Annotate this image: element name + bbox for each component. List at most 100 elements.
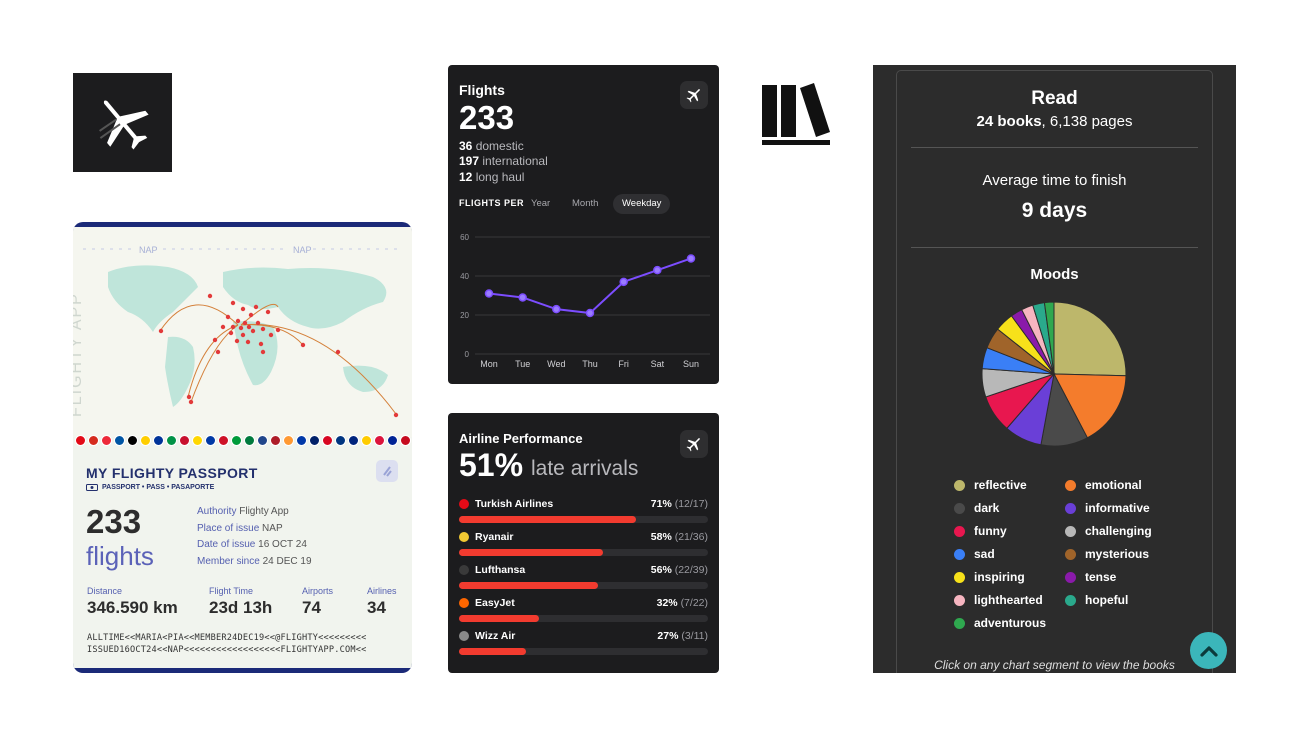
mrz-line-1: ALLTIME<<MARIA<PIA<<MEMBER24DEC19<<@FLIG…: [87, 633, 367, 643]
data-point: [619, 277, 628, 287]
moods-title: Moods: [1030, 266, 1079, 283]
legend-swatch: [1065, 525, 1076, 537]
date-value: 16 OCT 24: [258, 539, 307, 550]
legend-item-sad[interactable]: sad: [954, 547, 995, 561]
passport-subtitle: PASSPORT • PASS • PASAPORTE: [86, 484, 214, 491]
flights-per-label: FLIGHTS PER: [459, 198, 525, 208]
legend-item-lighthearted[interactable]: lighthearted: [954, 593, 1043, 607]
country-flag: [205, 434, 216, 446]
country-flag: [140, 434, 151, 446]
airline-ratio: (3/11): [681, 630, 708, 642]
legend-item-hopeful[interactable]: hopeful: [1065, 593, 1128, 607]
country-flag: [218, 434, 229, 446]
longhaul-count: 12: [459, 170, 473, 184]
country-flag: [374, 434, 385, 446]
legend-label: dark: [974, 501, 1000, 515]
flights-card: Flights 233 36 domestic 197 internationa…: [448, 65, 719, 384]
legend-label: emotional: [1085, 478, 1142, 492]
flighty-app-icon[interactable]: [73, 73, 172, 172]
country-flag: [101, 434, 112, 446]
legend-item-funny[interactable]: funny: [954, 524, 1007, 538]
airline-logo-icon: [459, 565, 469, 575]
x-tick-label: Tue: [515, 359, 530, 369]
country-flag: [88, 434, 99, 446]
legend-item-emotional[interactable]: emotional: [1065, 478, 1142, 492]
legend-swatch: [954, 617, 965, 629]
airline-ratio: (7/22): [680, 597, 708, 609]
legend-item-inspiring[interactable]: inspiring: [954, 570, 1025, 584]
flights-card-airplane-button[interactable]: [680, 81, 708, 109]
authority-value: Flighty App: [239, 506, 289, 517]
country-flag: [322, 434, 333, 446]
legend-swatch: [954, 502, 965, 514]
pie-slice-emotional[interactable]: [1053, 373, 1127, 439]
airline-progress-track: [459, 516, 708, 523]
place-value: NAP: [262, 523, 283, 534]
airline-ratio: (22/39): [674, 564, 708, 576]
country-flag: [361, 434, 372, 446]
airline-name: Wizz Air: [475, 630, 516, 642]
airline-late-percent: 32% (7/22): [657, 597, 708, 609]
legend-label: lighthearted: [974, 593, 1043, 607]
airline-row[interactable]: Lufthansa 56% (22/39): [459, 564, 708, 594]
y-tick-label: 40: [460, 272, 469, 281]
flight-time-value: 23d 13h: [209, 598, 273, 617]
flights-total: 233: [459, 99, 515, 136]
date-of-issue-field: Date of issue 16 OCT 24: [197, 539, 307, 550]
legend-label: hopeful: [1085, 593, 1129, 607]
flights-per-weekday-chart: 0 20 40 60 Mon Tue Wed Thu Fri Sat Sun: [460, 233, 710, 369]
passport-hologram-icon: [376, 460, 398, 482]
country-flag: [335, 434, 346, 446]
domestic-count: 36: [459, 139, 473, 153]
legend-swatch: [1065, 594, 1076, 606]
data-point: [585, 308, 595, 318]
performance-card-airplane-button[interactable]: [680, 430, 708, 458]
airline-progress-track: [459, 549, 708, 556]
x-tick-label: Sat: [651, 359, 665, 369]
legend-item-challenging[interactable]: challenging: [1065, 524, 1152, 538]
x-tick-label: Wed: [547, 359, 565, 369]
data-point: [653, 265, 662, 275]
airline-row[interactable]: Ryanair 58% (21/36): [459, 531, 708, 561]
airline-row[interactable]: EasyJet 32% (7/22): [459, 597, 708, 627]
y-tick-label: 20: [460, 311, 469, 320]
tab-year[interactable]: Year: [531, 198, 551, 209]
passport-subtitle-text: PASSPORT • PASS • PASAPORTE: [102, 484, 215, 491]
chart-hint: Click on any chart segment to view the b…: [934, 658, 1175, 672]
legend-item-tense[interactable]: tense: [1065, 570, 1116, 584]
scroll-to-top-button[interactable]: [1190, 632, 1227, 669]
country-flag: [75, 434, 86, 446]
map-stamp-label: NAP: [293, 245, 312, 255]
country-flag: [127, 434, 138, 446]
moods-pie-chart[interactable]: [974, 294, 1134, 454]
country-flag: [192, 434, 203, 446]
pie-slice-adventurous[interactable]: [1043, 301, 1055, 375]
airline-late-percent: 71% (12/17): [651, 498, 708, 510]
read-summary: 24 books, 6,138 pages: [873, 113, 1236, 130]
passport-watermark: FLIGHTY APP: [73, 292, 85, 417]
airline-ratio: (12/17): [674, 498, 708, 510]
pages-count: , 6,138 pages: [1041, 113, 1133, 130]
legend-swatch: [1065, 479, 1076, 491]
airline-row[interactable]: Wizz Air 27% (3/11): [459, 630, 708, 660]
legend-item-dark[interactable]: dark: [954, 501, 999, 515]
books-library-icon[interactable]: [762, 82, 832, 148]
legend-item-mysterious[interactable]: mysterious: [1065, 547, 1149, 561]
airline-name: Ryanair: [475, 531, 514, 543]
airplane-icon: [98, 100, 149, 149]
tab-weekday[interactable]: Weekday: [613, 194, 671, 214]
passport-title: MY FLIGHTY PASSPORT: [86, 465, 258, 481]
legend-swatch: [954, 548, 965, 560]
airline-name: Turkish Airlines: [475, 498, 554, 510]
domestic-label: domestic: [475, 139, 524, 153]
pie-slice-reflective[interactable]: [1053, 301, 1127, 377]
country-flag: [231, 434, 242, 446]
airline-performance-title: Airline Performance: [459, 431, 583, 446]
legend-item-adventurous[interactable]: adventurous: [954, 616, 1046, 630]
legend-item-reflective[interactable]: reflective: [954, 478, 1027, 492]
authority-field: Authority Flighty App: [197, 506, 289, 517]
legend-label: inspiring: [974, 570, 1025, 584]
tab-month[interactable]: Month: [572, 198, 599, 209]
legend-item-informative[interactable]: informative: [1065, 501, 1150, 515]
airline-row[interactable]: Turkish Airlines 71% (12/17): [459, 498, 708, 528]
